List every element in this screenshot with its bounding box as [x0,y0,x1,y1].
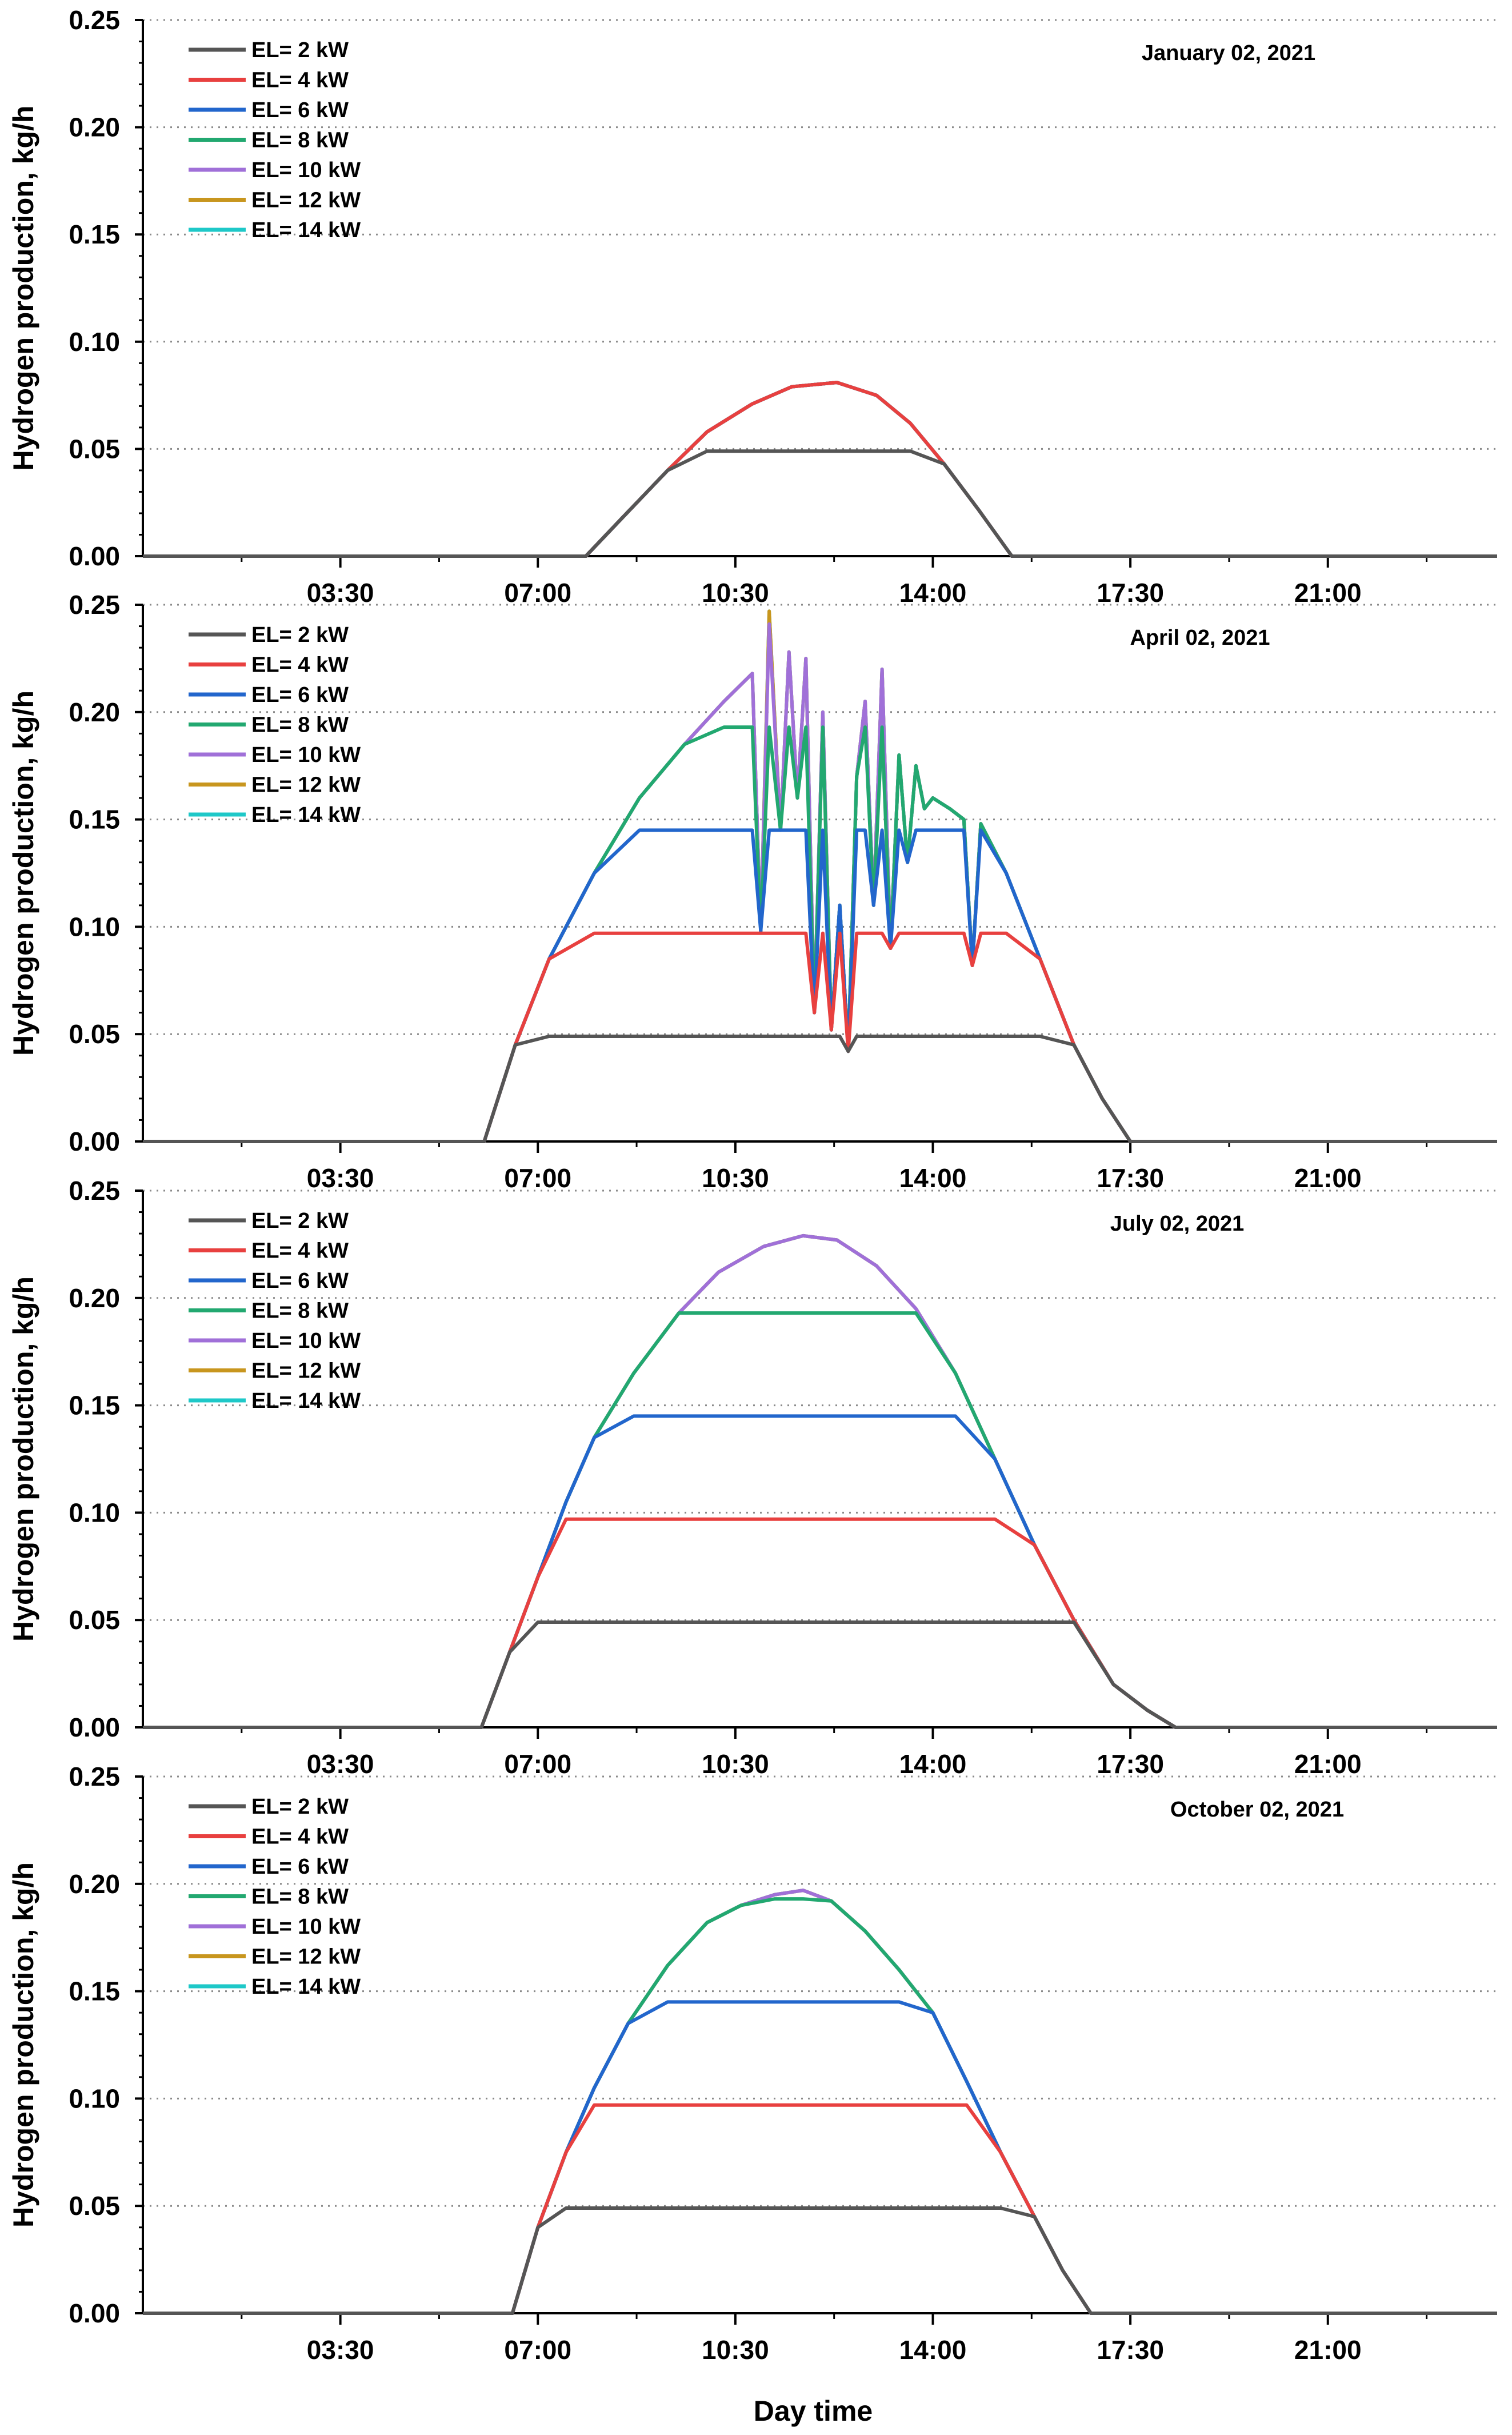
legend-label: EL= 10 kW [251,1329,361,1353]
legend-label: EL= 6 kW [251,98,349,122]
y-tick-label: 0.15 [69,805,120,835]
x-tick-label: 10:30 [702,1163,769,1193]
x-tick-label: 17:30 [1097,2335,1164,2365]
legend-label: EL= 2 kW [251,1209,349,1233]
legend-label: EL= 4 kW [251,69,349,93]
x-tick-label: 17:30 [1097,578,1164,608]
y-tick-label: 0.25 [69,5,120,35]
legend-label: EL= 8 kW [251,129,349,153]
series-line-6kw [143,828,1497,1143]
y-tick-label: 0.05 [69,1019,120,1049]
legend-label: EL= 12 kW [251,189,361,213]
y-tick-label: 0.10 [69,2083,120,2113]
legend-label: EL= 2 kW [251,1795,349,1819]
y-tick-label: 0.05 [69,2191,120,2221]
series-line-2kw [143,2206,1497,2315]
y-tick-label: 0.00 [69,1127,120,1156]
y-tick-label: 0.25 [69,1762,120,1791]
y-tick-label: 0.10 [69,912,120,941]
chart-panel-1: 0.00 0.05 0.10 0.15 0.20 0.25 03:30 07:00 10:30 1… [7,5,1497,608]
chart-panel-3: 0.00 0.05 0.10 0.15 0.20 0.25 03:30 07:00 10:30 1… [7,1176,1497,1779]
x-tick-label: 10:30 [702,1749,769,1779]
x-tick-label: 14:00 [899,578,967,608]
legend-label: EL= 14 kW [251,1975,361,1999]
x-tick-label: 03:30 [307,1163,374,1193]
legend-label: EL= 6 kW [251,1855,349,1879]
chart-panel-2: 0.00 0.05 0.10 0.15 0.20 0.25 03:30 07:00 10:30 1… [7,590,1497,1193]
y-axis-title: Hydrogen production, kg/h [7,106,39,471]
legend-label: EL= 2 kW [251,38,349,62]
legend-label: EL= 10 kW [251,743,361,767]
x-axis-title: Day time [754,2395,873,2427]
y-tick-label: 0.10 [69,327,120,357]
legend-label: EL= 4 kW [251,1239,349,1263]
x-tick-label: 03:30 [307,2335,374,2365]
y-tick-label: 0.15 [69,1391,120,1420]
series-line-2kw [143,1035,1497,1143]
legend-label: EL= 8 kW [251,1299,349,1323]
x-tick-label: 14:00 [899,1163,967,1193]
legend-label: EL= 12 kW [251,773,361,797]
y-tick-label: 0.20 [69,697,120,727]
y-tick-label: 0.10 [69,1498,120,1527]
legend-label: EL= 4 kW [251,1825,349,1849]
date-label: October 02, 2021 [1170,1798,1344,1822]
y-tick-label: 0.15 [69,219,120,249]
y-axis-title: Hydrogen production, kg/h [7,1276,39,1642]
y-tick-label: 0.05 [69,1605,120,1635]
y-tick-label: 0.20 [69,1869,120,1899]
date-label: July 02, 2021 [1110,1212,1245,1236]
legend-label: EL= 8 kW [251,713,349,737]
series-line-4kw [143,931,1497,1143]
x-tick-label: 03:30 [307,1749,374,1779]
x-tick-label: 07:00 [504,1749,571,1779]
y-tick-label: 0.25 [69,1176,120,1205]
legend-label: EL= 6 kW [251,683,349,707]
y-tick-label: 0.00 [69,541,120,571]
x-tick-label: 07:00 [504,1163,571,1193]
x-tick-label: 07:00 [504,2335,571,2365]
y-tick-label: 0.00 [69,2298,120,2328]
y-tick-label: 0.20 [69,113,120,142]
legend-label: EL= 10 kW [251,158,361,182]
y-tick-label: 0.15 [69,1977,120,2006]
x-tick-label: 21:00 [1294,578,1362,608]
series-line-2kw [143,1620,1497,1729]
legend-label: EL= 14 kW [251,218,361,242]
legend-label: EL= 12 kW [251,1945,361,1969]
x-tick-label: 10:30 [702,578,769,608]
x-tick-label: 21:00 [1294,1163,1362,1193]
legend-label: EL= 12 kW [251,1359,361,1383]
y-tick-label: 0.25 [69,590,120,620]
x-tick-label: 14:00 [899,1749,967,1779]
date-label: January 02, 2021 [1142,41,1315,65]
date-label: April 02, 2021 [1130,626,1270,650]
x-tick-label: 17:30 [1097,1749,1164,1779]
x-tick-label: 21:00 [1294,2335,1362,2365]
series-line-4kw [143,2103,1497,2315]
legend-label: EL= 2 kW [251,623,349,647]
x-tick-label: 10:30 [702,2335,769,2365]
legend-label: EL= 6 kW [251,1269,349,1293]
y-tick-label: 0.05 [69,434,120,464]
legend-label: EL= 10 kW [251,1915,361,1939]
x-tick-label: 14:00 [899,2335,967,2365]
x-tick-label: 07:00 [504,578,571,608]
x-tick-label: 17:30 [1097,1163,1164,1193]
y-axis-title: Hydrogen production, kg/h [7,690,39,1056]
y-tick-label: 0.00 [69,1713,120,1742]
legend-label: EL= 14 kW [251,1389,361,1413]
legend-label: EL= 14 kW [251,803,361,827]
chart-panel-4: 0.00 0.05 0.10 0.15 0.20 0.25 03:30 07:00 10:30 1… [7,1762,1497,2365]
chart-panels: 0.00 0.05 0.10 0.15 0.20 0.25 03:30 07:00 10:30 1… [7,5,1497,2365]
y-axis-title: Hydrogen production, kg/h [7,1862,39,2228]
x-tick-label: 03:30 [307,578,374,608]
legend-label: EL= 8 kW [251,1885,349,1909]
y-tick-label: 0.20 [69,1283,120,1313]
legend-label: EL= 4 kW [251,653,349,677]
series-line-2kw [143,449,1497,558]
x-tick-label: 21:00 [1294,1749,1362,1779]
